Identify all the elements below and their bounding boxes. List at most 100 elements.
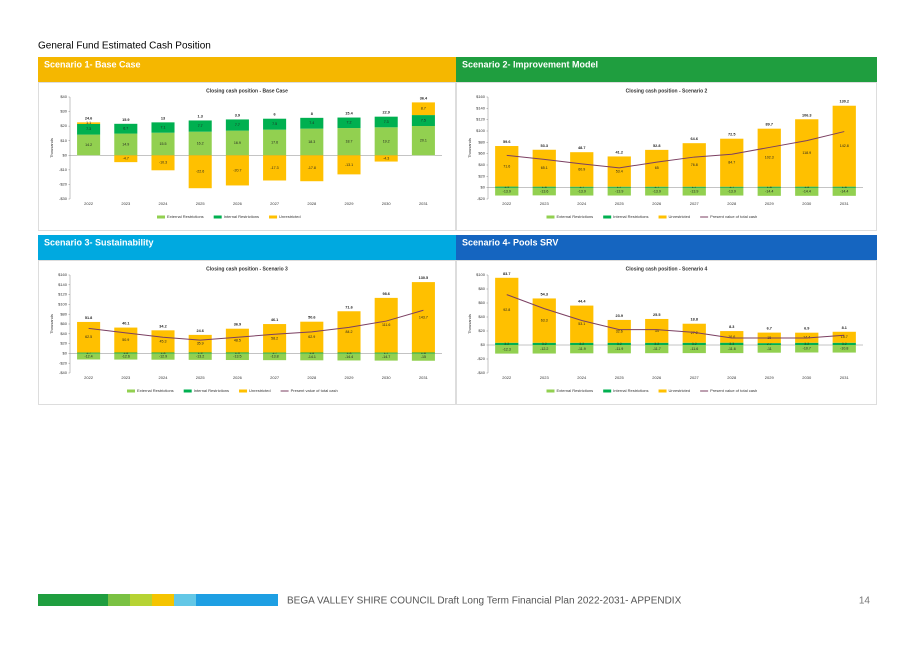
bar-segment — [645, 149, 669, 187]
bar-segment — [263, 324, 287, 353]
x-tick-label: 2030 — [382, 375, 392, 380]
y-tick-label: $20 — [478, 173, 485, 178]
total-label: 54.3 — [541, 292, 548, 296]
panel-heading: Scenario 1- Base Case — [44, 59, 141, 69]
segment-label: 35.9 — [197, 342, 204, 346]
total-label: 53.3 — [541, 144, 548, 148]
bar-segment — [300, 353, 324, 361]
bar-segment — [532, 186, 556, 188]
segment-label: 15.5 — [160, 142, 167, 146]
x-tick-label: 2030 — [802, 201, 812, 206]
y-tick-label: $140 — [58, 282, 68, 287]
segment-label: 7.5 — [272, 122, 277, 126]
segment-label: 7.1 — [161, 125, 166, 129]
segment-label: -4.7 — [123, 157, 129, 161]
legend-label: Internal Restrictions — [613, 388, 648, 393]
total-label: 18.8 — [691, 318, 698, 322]
segment-label: -14.4 — [345, 355, 353, 359]
y-axis-label: Thousands — [467, 138, 472, 158]
legend-swatch — [546, 215, 555, 219]
segment-label: 111.6 — [382, 323, 390, 327]
segment-label: 1.8 — [842, 185, 847, 189]
bar-segment — [77, 353, 101, 360]
bar-segment — [607, 187, 631, 196]
x-tick-label: 2028 — [307, 201, 317, 206]
chart-title: Closing cash position - Scenario 4 — [626, 266, 708, 272]
segment-label: 1.1 — [86, 121, 91, 125]
x-tick-label: 2022 — [84, 201, 94, 206]
y-tick-label: $40 — [60, 331, 67, 336]
segment-label: -13.9 — [615, 190, 623, 194]
segment-label: -15 — [421, 355, 426, 359]
y-tick-label: $40 — [478, 314, 485, 319]
segment-label: -11.9 — [615, 347, 623, 351]
legend-label: External Restrictions — [167, 214, 204, 219]
segment-label: 1.8 — [347, 351, 352, 355]
bar-segment — [337, 311, 361, 353]
bar-segment — [832, 105, 856, 187]
total-label: 8 — [311, 112, 313, 116]
bar-segment — [374, 297, 398, 353]
x-tick-label: 2027 — [270, 375, 280, 380]
y-tick-label: $0 — [63, 152, 68, 157]
bar-segment — [607, 186, 631, 188]
segment-label: -11.7 — [653, 347, 661, 351]
x-tick-label: 2029 — [765, 201, 775, 206]
legend-label: Internal Restrictions — [194, 388, 229, 393]
total-label: 50.6 — [308, 316, 315, 320]
segment-label: 53.4 — [616, 170, 623, 174]
bar-segment — [832, 345, 856, 353]
bar-segment — [411, 125, 435, 156]
segment-label: -13.8 — [270, 355, 278, 359]
segment-label: 102.3 — [765, 156, 774, 160]
segment-label: 143.7 — [419, 315, 428, 319]
segment-label: 6.7 — [123, 127, 128, 131]
y-tick-label: $80 — [478, 139, 485, 144]
segment-label: 1.8 — [804, 185, 809, 189]
segment-label: 16.6 — [728, 335, 735, 339]
bar-segment — [225, 352, 249, 354]
bar-segment — [300, 117, 324, 129]
total-label: 52.8 — [653, 144, 660, 148]
y-tick-label: $100 — [476, 128, 486, 133]
total-label: 15.4 — [345, 112, 353, 116]
strip — [152, 594, 174, 606]
segment-label: 1.7 — [272, 351, 277, 355]
bar-segment — [570, 187, 594, 196]
total-label: 23.9 — [616, 314, 623, 318]
segment-label: -14.1 — [308, 355, 316, 359]
bar-segment — [151, 353, 175, 360]
bar-segment — [300, 128, 324, 156]
x-tick-label: 2027 — [690, 201, 700, 206]
bar-segment — [151, 330, 175, 353]
x-tick-label: 2029 — [345, 201, 355, 206]
bar-segment — [374, 116, 398, 128]
y-tick-label: $100 — [476, 272, 486, 277]
strip — [130, 594, 152, 606]
segment-label: 53.1 — [578, 322, 585, 326]
legend-swatch — [269, 215, 278, 219]
bar-segment — [570, 342, 594, 345]
bar-segment — [607, 156, 631, 187]
bar-segment — [337, 128, 361, 156]
y-tick-label: -$20 — [59, 360, 68, 365]
bar-segment — [225, 155, 249, 186]
bar-segment — [225, 119, 249, 131]
legend-label: Unrestricted — [669, 214, 691, 219]
segment-label: 118.9 — [802, 151, 811, 155]
y-tick-label: $60 — [478, 151, 485, 156]
segment-label: 50.9 — [122, 338, 129, 342]
total-label: 6.7 — [767, 327, 772, 331]
segment-label: 7.7 — [198, 124, 203, 128]
bar-segment — [225, 353, 249, 361]
segment-label: 27.2 — [691, 331, 698, 335]
x-tick-label: 2023 — [121, 375, 131, 380]
segment-label: 7.3 — [86, 127, 91, 131]
y-tick-label: $30 — [60, 109, 67, 114]
total-label: 6 — [274, 113, 276, 117]
bar-segment — [300, 321, 324, 353]
x-tick-label: 2031 — [419, 201, 429, 206]
pv-line — [88, 309, 424, 341]
segment-label: 14.2 — [85, 143, 92, 147]
total-label: 72.5 — [728, 133, 735, 137]
